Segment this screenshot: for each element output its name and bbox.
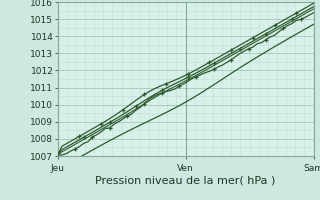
X-axis label: Pression niveau de la mer( hPa ): Pression niveau de la mer( hPa ) [95, 175, 276, 185]
